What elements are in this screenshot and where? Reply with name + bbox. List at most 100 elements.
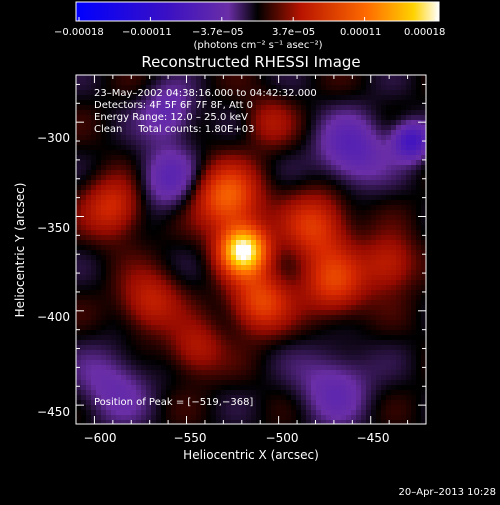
heatmap-cell <box>286 285 292 291</box>
heatmap-cell <box>286 240 292 246</box>
heatmap-cell <box>416 340 422 346</box>
heatmap-cell <box>346 270 352 276</box>
heatmap-cell <box>316 100 322 106</box>
heatmap-cell <box>386 315 392 321</box>
heatmap-cell <box>171 370 177 376</box>
heatmap-cell <box>331 320 337 326</box>
heatmap-cell <box>381 90 387 96</box>
heatmap-cell <box>201 310 207 316</box>
heatmap-cell <box>396 110 402 116</box>
heatmap-cell <box>231 350 237 356</box>
heatmap-cell <box>316 345 322 351</box>
heatmap-cell <box>351 235 357 241</box>
heatmap-cell <box>376 145 382 151</box>
heatmap-cell <box>236 175 242 181</box>
heatmap-cell <box>316 355 322 361</box>
heatmap-cell <box>336 95 342 101</box>
heatmap-cell <box>291 300 297 306</box>
heatmap-cell <box>261 285 267 291</box>
heatmap-cell <box>286 390 292 396</box>
heatmap-cell <box>131 325 137 331</box>
heatmap-cell <box>281 110 287 116</box>
heatmap-cell <box>146 240 152 246</box>
heatmap-cell <box>171 290 177 296</box>
heatmap-cell <box>231 190 237 196</box>
heatmap-cell <box>241 370 247 376</box>
heatmap-cell <box>191 185 197 191</box>
heatmap-cell <box>361 135 367 141</box>
heatmap-cell <box>261 310 267 316</box>
heatmap-cell <box>231 155 237 161</box>
heatmap-cell <box>91 75 97 81</box>
heatmap-cell <box>351 285 357 291</box>
heatmap-cell <box>246 250 252 256</box>
heatmap-cell <box>76 390 82 396</box>
heatmap-cell <box>256 365 262 371</box>
heatmap-cell <box>131 195 137 201</box>
heatmap-cell <box>91 235 97 241</box>
heatmap-cell <box>86 400 92 406</box>
heatmap-cell <box>111 350 117 356</box>
heatmap-cell <box>111 290 117 296</box>
heatmap-cell <box>86 85 92 91</box>
heatmap-cell <box>381 290 387 296</box>
heatmap-cell <box>191 235 197 241</box>
heatmap-cell <box>211 205 217 211</box>
heatmap-cell <box>141 220 147 226</box>
heatmap-cell <box>386 305 392 311</box>
heatmap-cell <box>161 345 167 351</box>
heatmap-cell <box>216 220 222 226</box>
heatmap-cell <box>296 200 302 206</box>
heatmap-cell <box>211 265 217 271</box>
heatmap-cell <box>266 390 272 396</box>
heatmap-cell <box>236 220 242 226</box>
heatmap-cell <box>251 300 257 306</box>
heatmap-cell <box>306 285 312 291</box>
heatmap-cell <box>206 330 212 336</box>
heatmap-cell <box>111 340 117 346</box>
heatmap-cell <box>371 195 377 201</box>
heatmap-cell <box>196 250 202 256</box>
heatmap-cell <box>371 225 377 231</box>
heatmap-cell <box>361 245 367 251</box>
heatmap-cell <box>221 320 227 326</box>
heatmap-cell <box>211 180 217 186</box>
heatmap-cell <box>321 235 327 241</box>
heatmap-cell <box>221 415 227 421</box>
heatmap-cell <box>321 75 327 81</box>
heatmap-cell <box>326 210 332 216</box>
heatmap-cell <box>186 365 192 371</box>
heatmap-cell <box>111 300 117 306</box>
heatmap-cell <box>256 170 262 176</box>
heatmap-cell <box>331 205 337 211</box>
heatmap-cell <box>86 330 92 336</box>
heatmap-cell <box>211 220 217 226</box>
heatmap-cell <box>291 270 297 276</box>
heatmap-cell <box>391 300 397 306</box>
heatmap-cell <box>396 415 402 421</box>
heatmap-cell <box>106 180 112 186</box>
heatmap-cell <box>351 305 357 311</box>
heatmap-cell <box>116 215 122 221</box>
heatmap-cell <box>96 265 102 271</box>
heatmap-cell <box>266 200 272 206</box>
heatmap-cell <box>76 345 82 351</box>
heatmap-cell <box>276 290 282 296</box>
heatmap-cell <box>111 160 117 166</box>
heatmap-cell <box>341 275 347 281</box>
heatmap-cell <box>351 415 357 421</box>
heatmap-cell <box>176 205 182 211</box>
heatmap-cell <box>266 125 272 131</box>
heatmap-cell <box>231 340 237 346</box>
heatmap-cell <box>401 155 407 161</box>
heatmap-cell <box>226 365 232 371</box>
heatmap-cell <box>336 160 342 166</box>
heatmap-cell <box>376 170 382 176</box>
heatmap-cell <box>331 235 337 241</box>
heatmap-cell <box>131 210 137 216</box>
heatmap-cell <box>101 220 107 226</box>
heatmap-cell <box>411 120 417 126</box>
heatmap-cell <box>286 235 292 241</box>
heatmap-cell <box>376 115 382 121</box>
heatmap-cell <box>256 335 262 341</box>
